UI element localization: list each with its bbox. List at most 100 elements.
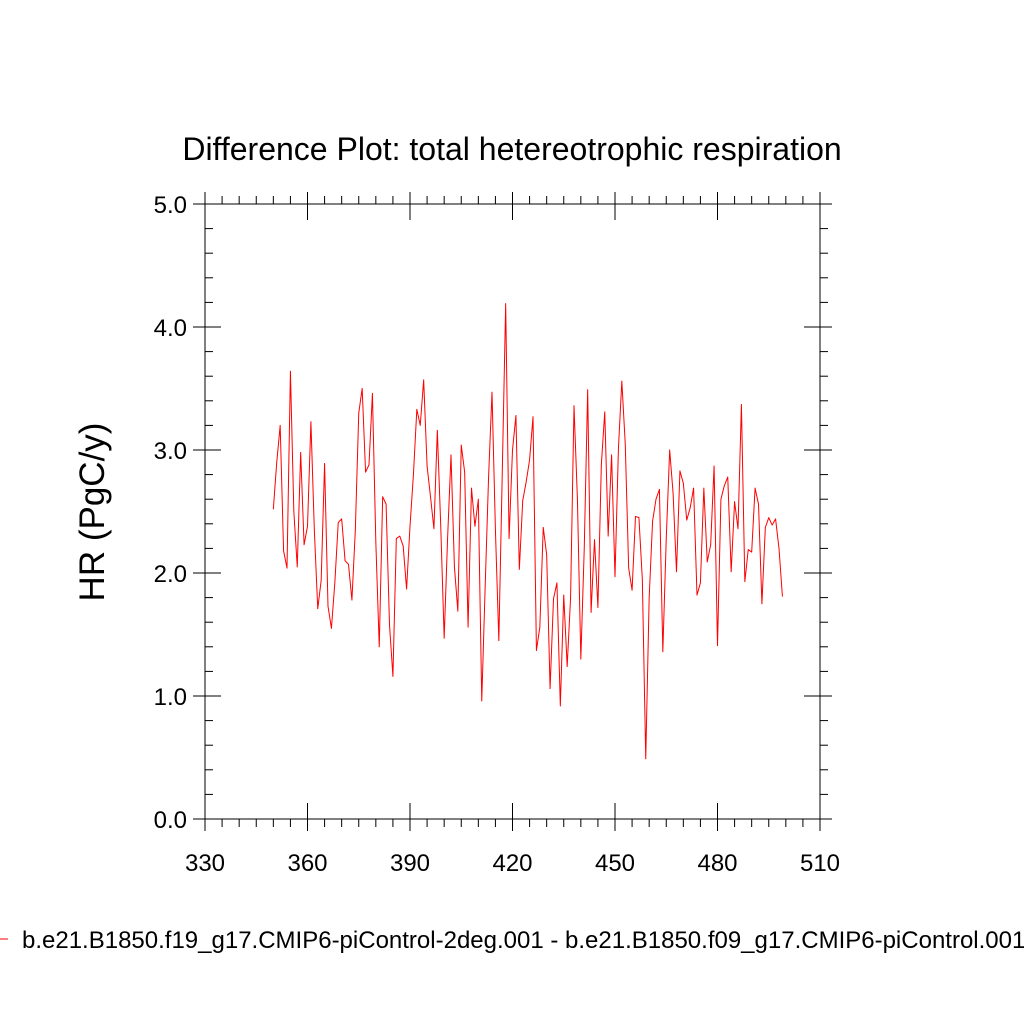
data-point xyxy=(413,474,414,475)
data-point xyxy=(638,517,640,519)
data-point xyxy=(587,389,589,391)
data-point xyxy=(361,388,363,389)
x-tick-label: 420 xyxy=(492,850,532,877)
data-point xyxy=(276,461,278,463)
data-point xyxy=(600,464,602,466)
data-point xyxy=(354,529,356,531)
data-point xyxy=(706,561,708,563)
data-point xyxy=(423,379,425,381)
data-point xyxy=(310,421,312,423)
data-point xyxy=(471,487,472,489)
x-tick-label: 510 xyxy=(800,850,840,877)
data-point xyxy=(522,500,524,501)
data-point xyxy=(604,411,606,413)
data-point xyxy=(645,758,647,760)
data-point xyxy=(467,626,469,628)
data-point xyxy=(580,658,582,660)
data-point xyxy=(703,487,705,489)
data-point xyxy=(406,588,407,590)
data-point xyxy=(399,535,401,537)
data-point xyxy=(464,471,466,473)
data-point xyxy=(300,452,302,453)
data-point xyxy=(498,640,500,642)
data-point xyxy=(307,525,308,527)
data-point xyxy=(375,541,377,543)
data-point xyxy=(628,567,630,569)
data-point xyxy=(430,496,431,498)
data-point xyxy=(771,524,773,526)
data-point xyxy=(751,551,753,553)
y-tick-label: 5.0 xyxy=(154,192,187,219)
chart-title: Difference Plot: total hetereotrophic re… xyxy=(182,131,841,167)
x-tick-label: 390 xyxy=(390,850,430,877)
legend-label: b.e21.B1850.f19_g17.CMIP6-piControl-2deg… xyxy=(22,927,1024,954)
data-point xyxy=(696,594,698,596)
data-point xyxy=(368,464,370,466)
data-point xyxy=(744,581,746,583)
data-point xyxy=(358,412,360,414)
data-point xyxy=(641,578,643,580)
y-tick-label: 2.0 xyxy=(154,561,187,588)
data-point xyxy=(717,645,718,646)
data-point xyxy=(293,511,295,512)
data-point xyxy=(607,535,609,537)
data-point xyxy=(460,444,462,446)
data-point xyxy=(450,454,452,456)
data-point xyxy=(566,666,568,667)
data-point xyxy=(331,627,332,629)
data-point xyxy=(382,496,384,498)
data-point xyxy=(433,528,435,530)
data-point xyxy=(290,370,291,372)
legend: b.e21.B1850.f19_g17.CMIP6-piControl-2deg… xyxy=(0,927,1024,954)
data-point xyxy=(272,508,274,510)
data-point xyxy=(457,610,459,612)
data-point xyxy=(775,518,776,520)
x-tick-label: 360 xyxy=(287,850,327,877)
data-point xyxy=(539,626,541,628)
data-point xyxy=(402,545,404,547)
data-point xyxy=(652,520,653,522)
data-point xyxy=(577,498,578,500)
data-point xyxy=(764,527,766,528)
data-point xyxy=(529,459,530,461)
data-point xyxy=(283,550,284,552)
data-point xyxy=(676,571,677,573)
data-point xyxy=(635,516,636,517)
data-point xyxy=(327,605,329,607)
x-axis-ticks xyxy=(204,192,821,831)
data-point xyxy=(392,675,394,677)
data-point xyxy=(734,501,735,503)
data-point xyxy=(536,650,537,651)
data-point xyxy=(754,487,756,489)
x-tick-label: 330 xyxy=(185,850,225,877)
x-axis-tick-labels: 330 360 390 420 450 480 510 xyxy=(185,850,840,877)
data-point xyxy=(378,646,380,648)
y-axis-label: HR (PgC/y) xyxy=(73,423,112,602)
data-point xyxy=(700,582,701,584)
data-point xyxy=(348,563,349,565)
data-point xyxy=(648,597,650,598)
data-point xyxy=(296,566,298,568)
data-point xyxy=(395,538,397,539)
data-point xyxy=(385,503,387,505)
data-point xyxy=(693,487,694,489)
data-point xyxy=(782,595,783,597)
data-point xyxy=(672,492,674,494)
data-point xyxy=(747,549,749,551)
data-point xyxy=(679,470,681,472)
data-point xyxy=(682,482,684,484)
data-point xyxy=(320,579,322,581)
series-line xyxy=(272,303,783,760)
data-point xyxy=(621,380,623,382)
data-point xyxy=(532,416,534,418)
data-point xyxy=(556,582,558,584)
data-point xyxy=(741,404,742,405)
data-point xyxy=(727,476,729,478)
data-point xyxy=(337,522,339,523)
y-tick-label: 3.0 xyxy=(154,438,187,465)
data-point xyxy=(563,594,565,596)
y-axis-tick-labels: 0.0 1.0 2.0 3.0 4.0 5.0 xyxy=(154,192,187,834)
data-point xyxy=(416,409,418,410)
data-point xyxy=(505,303,507,305)
